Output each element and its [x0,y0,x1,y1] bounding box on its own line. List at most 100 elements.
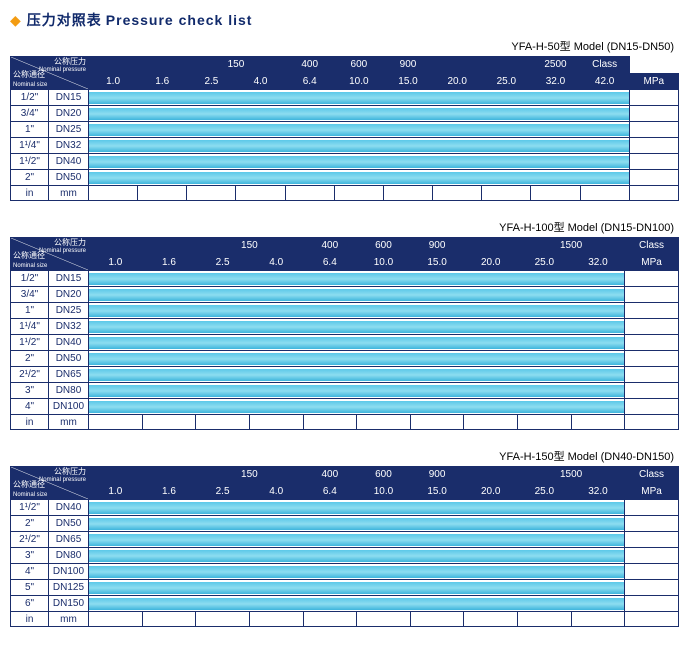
pressure-band [89,335,625,351]
class-cell: 2500 [531,57,580,74]
mpa-cell: 20.0 [433,73,482,90]
mpa-cell: 32.0 [571,254,625,271]
class-cell [89,238,196,255]
pressure-band [89,580,625,596]
pressure-band [89,383,625,399]
title-cn: 压力对照表 [27,10,102,30]
size-mm: DN32 [49,319,89,335]
size-in: 1" [11,303,49,319]
mpa-cell: 10.0 [357,254,411,271]
empty-cell [629,122,678,138]
model-label: YFA-H-50型 Model (DN15-DN50) [10,38,678,54]
empty-cell [89,612,143,627]
class-cell: 150 [196,467,303,484]
empty-cell [625,287,679,303]
empty-cell [625,271,679,287]
empty-cell [629,106,678,122]
empty-cell [196,612,250,627]
empty-cell [303,415,357,430]
pressure-table-2: YFA-H-150型 Model (DN40-DN150) 公称压力 Nomin… [10,448,678,627]
page-title: ◆ 压力对照表 Pressure check list [10,10,678,30]
mpa-cell: 1.0 [89,483,143,500]
size-in: 2" [11,516,49,532]
diamond-icon: ◆ [10,12,21,29]
size-in: 6" [11,596,49,612]
class-cell: 900 [410,238,464,255]
mpa-cell: 32.0 [571,483,625,500]
empty-cell [433,186,482,201]
size-in: 3/4" [11,106,49,122]
empty-cell [531,186,580,201]
mpa-cell: MPa [629,73,678,90]
class-cell: 900 [383,57,432,74]
empty-cell [625,303,679,319]
footer-in: in [11,415,49,430]
pressure-band [89,500,625,516]
class-cell: Class [625,238,679,255]
empty-cell [142,415,196,430]
pressure-band [89,319,625,335]
empty-cell [625,383,679,399]
mpa-cell: MPa [625,483,679,500]
size-in: 1¹/4" [11,138,49,154]
empty-cell [482,186,531,201]
size-mm: DN50 [49,351,89,367]
pressure-band [89,106,630,122]
class-cell: 600 [357,238,411,255]
empty-cell [357,612,411,627]
size-in: 2¹/2" [11,532,49,548]
mpa-cell: 15.0 [410,483,464,500]
empty-cell [625,564,679,580]
class-cell: 400 [285,57,334,74]
table: 公称压力 Nominal pressure 公称通径 Nominal size … [10,56,679,201]
mpa-cell: 2.5 [196,483,250,500]
empty-cell [89,186,138,201]
empty-cell [625,548,679,564]
mpa-cell: MPa [625,254,679,271]
class-cell: Class [625,467,679,484]
empty-cell [625,532,679,548]
size-mm: DN15 [49,271,89,287]
empty-cell [236,186,285,201]
pressure-band [89,90,630,106]
empty-cell [629,170,678,186]
pressure-band [89,271,625,287]
model-label: YFA-H-100型 Model (DN15-DN100) [10,219,678,235]
empty-cell [625,319,679,335]
size-in: 4" [11,399,49,415]
size-in: 1" [11,122,49,138]
class-cell: 150 [187,57,285,74]
empty-cell [334,186,383,201]
size-in: 2¹/2" [11,367,49,383]
footer-in: in [11,186,49,201]
empty-cell [357,415,411,430]
size-mm: DN32 [49,138,89,154]
size-mm: DN40 [49,335,89,351]
size-mm: DN100 [49,564,89,580]
mpa-cell: 6.4 [303,254,357,271]
mpa-cell: 20.0 [464,483,518,500]
mpa-cell: 25.0 [482,73,531,90]
empty-cell [625,399,679,415]
title-en: Pressure check list [106,12,253,28]
model-label: YFA-H-150型 Model (DN40-DN150) [10,448,678,464]
empty-cell [464,415,518,430]
empty-cell [285,186,334,201]
size-mm: DN20 [49,106,89,122]
size-in: 1¹/2" [11,335,49,351]
size-mm: DN65 [49,532,89,548]
footer-in: in [11,612,49,627]
size-mm: DN40 [49,500,89,516]
class-cell: 400 [303,467,357,484]
footer-mm: mm [49,612,89,627]
mpa-cell: 2.5 [187,73,236,90]
size-in: 4" [11,564,49,580]
empty-cell [383,186,432,201]
mpa-cell: 20.0 [464,254,518,271]
size-mm: DN40 [49,154,89,170]
pressure-band [89,138,630,154]
mpa-cell: 32.0 [531,73,580,90]
mpa-cell: 2.5 [196,254,250,271]
corner-header: 公称压力 Nominal pressure 公称通径 Nominal size [11,238,89,271]
size-mm: DN50 [49,516,89,532]
